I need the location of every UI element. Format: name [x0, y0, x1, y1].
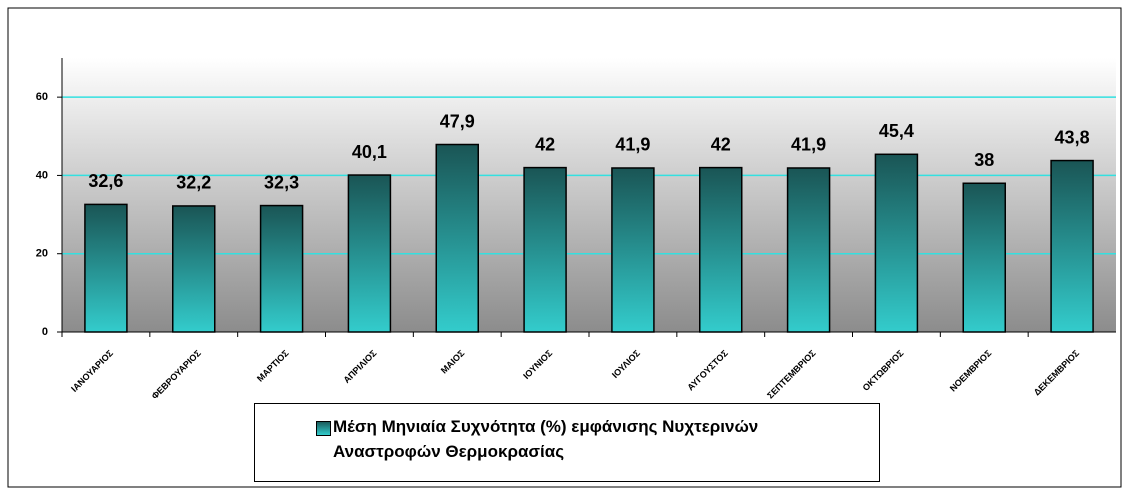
data-label: 41,9 — [615, 135, 650, 155]
x-tick-label: ΝΟΕΜΒΡΙΟΣ — [948, 348, 994, 394]
bar — [172, 205, 216, 333]
legend-label: Μέση Μηνιαία Συχνότητα (%) εμφάνισης Νυχ… — [333, 417, 759, 461]
legend-swatch — [316, 421, 331, 436]
x-tick-label: ΣΕΠΤΕΜΒΡΙΟΣ — [765, 348, 818, 401]
data-label: 42 — [535, 134, 555, 154]
data-label: 45,4 — [879, 121, 914, 141]
bar — [84, 203, 128, 333]
frame — [7, 7, 1122, 488]
x-tick-label: ΜΑΙΟΣ — [439, 348, 467, 376]
data-label: 32,6 — [88, 171, 123, 191]
bar — [874, 153, 919, 333]
y-tick-label: 0 — [42, 326, 48, 338]
data-label: 40,1 — [352, 142, 387, 162]
data-label: 42 — [711, 134, 731, 154]
bar — [1050, 159, 1094, 333]
plot-area — [62, 58, 1116, 332]
bar — [699, 166, 743, 333]
x-tick-label: ΙΟΥΝΙΟΣ — [521, 348, 554, 381]
data-label: 32,3 — [264, 172, 299, 192]
data-label: 47,9 — [440, 111, 475, 131]
y-tick-label: 40 — [36, 169, 48, 181]
data-label: 43,8 — [1055, 127, 1090, 147]
x-tick-label: ΔΕΚΕΜΒΡΙΟΣ — [1032, 348, 1082, 398]
data-label: 41,9 — [791, 135, 826, 155]
x-tick-label: ΟΚΤΩΒΡΙΟΣ — [861, 348, 906, 393]
legend: Μέση Μηνιαία Συχνότητα (%) εμφάνισης Νυχ… — [254, 403, 880, 482]
x-tick-label: ΜΑΡΤΙΟΣ — [255, 348, 291, 384]
y-tick-label: 20 — [36, 248, 48, 260]
bar — [259, 204, 304, 333]
bar — [435, 143, 479, 333]
bar — [347, 174, 392, 333]
y-tick-label: 60 — [36, 91, 48, 103]
x-tick-label: ΑΠΡΙΛΙΟΣ — [341, 348, 378, 385]
bar — [962, 182, 1006, 333]
x-tick-label: ΦΕΒΡΟΥΑΡΙΟΣ — [150, 348, 204, 402]
bar — [611, 167, 655, 333]
bar — [523, 166, 567, 333]
data-label: 38 — [974, 150, 994, 170]
x-tick-label: ΙΑΝΟΥΑΡΙΟΣ — [69, 348, 115, 394]
x-tick-label: ΙΟΥΛΙΟΣ — [610, 348, 642, 380]
bar — [786, 167, 831, 333]
data-label: 32,2 — [176, 173, 211, 193]
x-tick-label: ΑΥΓΟΥΣΤΟΣ — [685, 348, 730, 393]
